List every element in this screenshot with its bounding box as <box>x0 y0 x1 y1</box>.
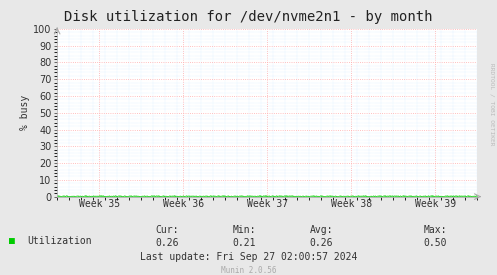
Text: RRDTOOL / TOBI OETIKER: RRDTOOL / TOBI OETIKER <box>490 63 495 146</box>
Text: Max:: Max: <box>424 225 447 235</box>
Text: Utilization: Utilization <box>27 236 92 246</box>
Text: 0.21: 0.21 <box>233 238 256 248</box>
Text: Last update: Fri Sep 27 02:00:57 2024: Last update: Fri Sep 27 02:00:57 2024 <box>140 252 357 262</box>
Y-axis label: % busy: % busy <box>20 95 30 130</box>
Text: ■: ■ <box>9 236 15 246</box>
Text: Avg:: Avg: <box>310 225 333 235</box>
Text: 0.26: 0.26 <box>156 238 179 248</box>
Text: Cur:: Cur: <box>156 225 179 235</box>
Text: 0.50: 0.50 <box>424 238 447 248</box>
Text: Munin 2.0.56: Munin 2.0.56 <box>221 266 276 274</box>
Text: Disk utilization for /dev/nvme2n1 - by month: Disk utilization for /dev/nvme2n1 - by m… <box>64 10 433 24</box>
Text: 0.26: 0.26 <box>310 238 333 248</box>
Text: Min:: Min: <box>233 225 256 235</box>
